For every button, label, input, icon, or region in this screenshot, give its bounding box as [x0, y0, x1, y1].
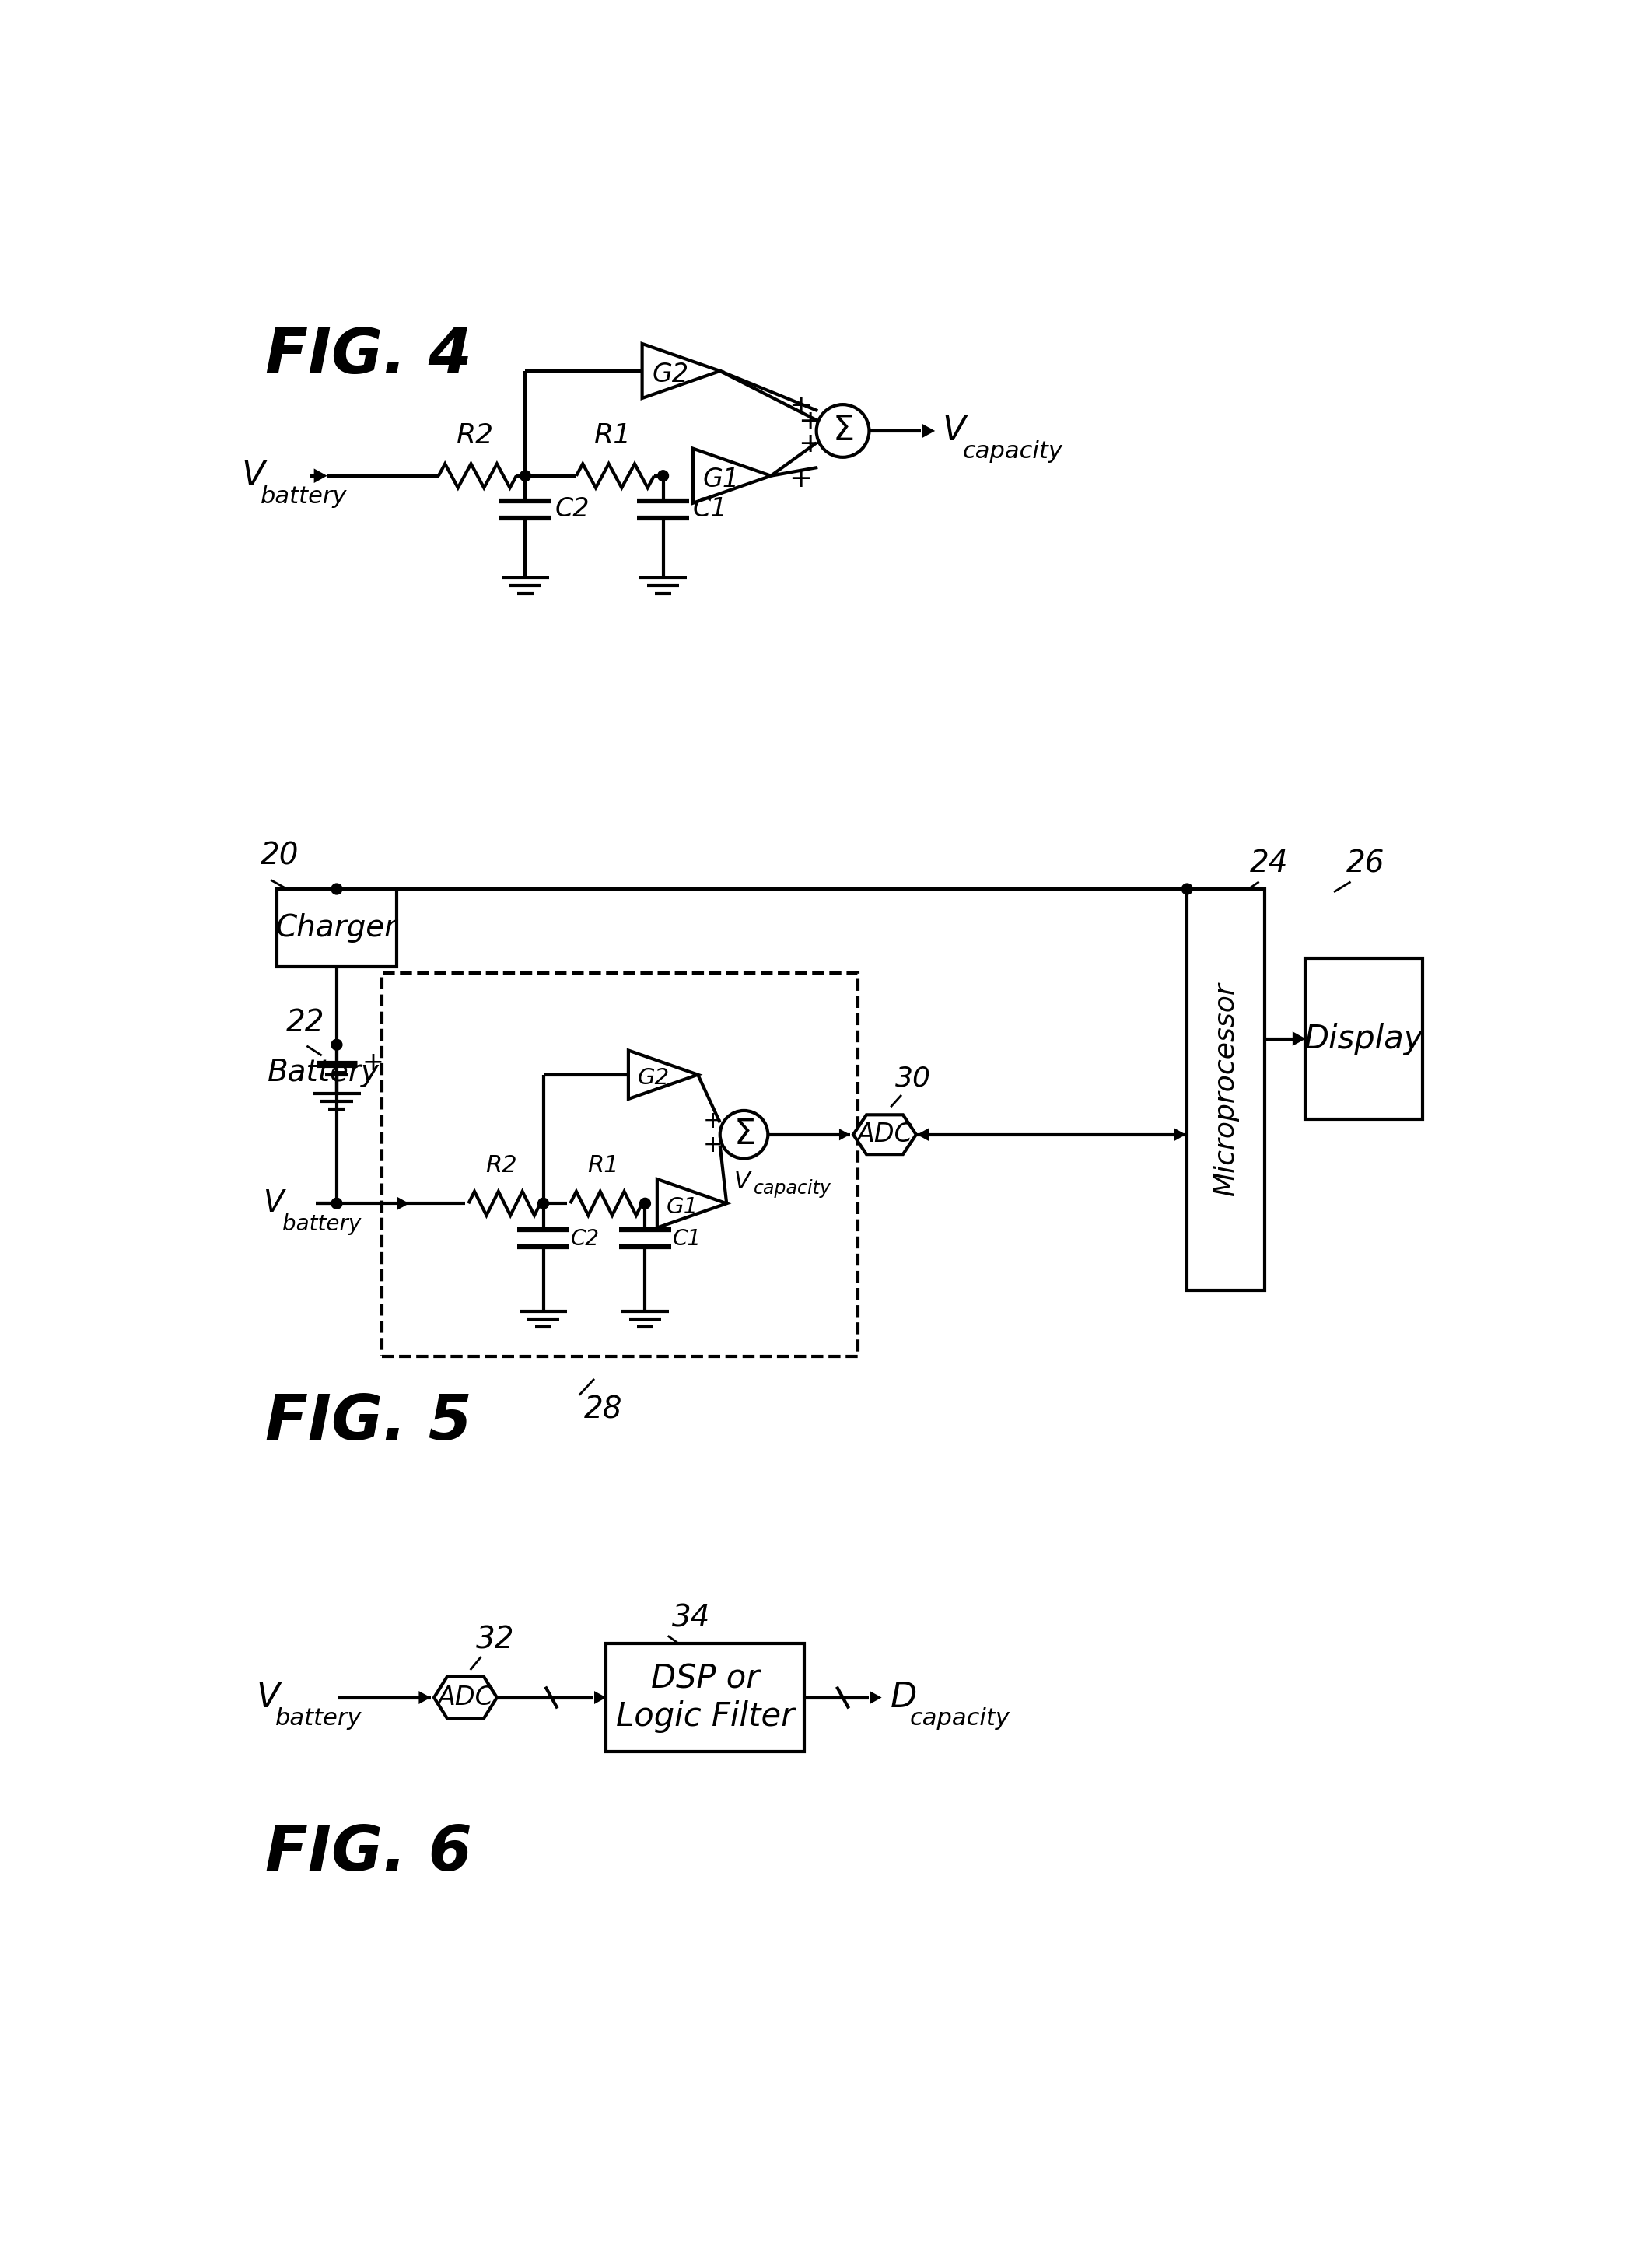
Polygon shape: [1174, 1127, 1186, 1141]
Circle shape: [1182, 885, 1192, 894]
Text: $V$: $V$: [734, 1170, 752, 1193]
Polygon shape: [1292, 1032, 1306, 1046]
Text: $V$: $V$: [263, 1188, 287, 1218]
Text: 24: 24: [1249, 848, 1288, 878]
Text: R1: R1: [594, 422, 631, 449]
Text: 30: 30: [895, 1066, 931, 1091]
Circle shape: [817, 404, 869, 458]
Polygon shape: [869, 1692, 882, 1703]
Text: +: +: [798, 408, 822, 435]
Text: C1: C1: [693, 497, 727, 522]
Text: ADC: ADC: [856, 1123, 913, 1148]
Polygon shape: [313, 469, 328, 483]
Polygon shape: [853, 1116, 917, 1154]
Text: 28: 28: [584, 1395, 623, 1424]
Polygon shape: [922, 424, 935, 438]
Polygon shape: [840, 1129, 850, 1141]
Bar: [1187, 889, 1266, 1290]
Bar: [607, 1644, 804, 1751]
Text: +: +: [703, 1134, 723, 1157]
Text: +: +: [789, 392, 812, 420]
Text: 34: 34: [672, 1603, 711, 1633]
Polygon shape: [693, 449, 771, 503]
Text: capacity: capacity: [910, 1708, 1010, 1730]
Text: FIG. 5: FIG. 5: [264, 1393, 471, 1454]
Circle shape: [639, 1198, 651, 1209]
Text: battery: battery: [261, 485, 347, 508]
Text: $V$: $V$: [256, 1681, 284, 1715]
Text: battery: battery: [282, 1213, 360, 1234]
Text: Microprocessor: Microprocessor: [1213, 982, 1240, 1198]
Text: 26: 26: [1346, 848, 1385, 878]
Text: +: +: [362, 1050, 383, 1075]
Text: R2: R2: [455, 422, 493, 449]
Text: +: +: [798, 431, 822, 458]
Text: 32: 32: [476, 1624, 515, 1653]
Bar: [277, 889, 396, 966]
Text: DSP or
Logic Filter: DSP or Logic Filter: [617, 1662, 794, 1733]
Text: G1: G1: [667, 1195, 698, 1218]
Text: $V$: $V$: [241, 458, 267, 492]
Polygon shape: [434, 1676, 497, 1719]
Polygon shape: [594, 1692, 607, 1703]
Circle shape: [538, 1198, 548, 1209]
Text: Charger: Charger: [276, 914, 398, 943]
Text: +: +: [703, 1109, 723, 1132]
Text: +: +: [789, 467, 812, 492]
Text: $\Sigma$: $\Sigma$: [734, 1118, 755, 1152]
Text: C2: C2: [555, 497, 590, 522]
Polygon shape: [657, 1179, 726, 1227]
Text: G2: G2: [638, 1068, 669, 1089]
Bar: [1305, 957, 1422, 1120]
Text: $\Sigma$: $\Sigma$: [832, 415, 853, 447]
Circle shape: [520, 469, 530, 481]
Text: FIG. 6: FIG. 6: [264, 1823, 471, 1885]
Text: Display: Display: [1305, 1023, 1424, 1055]
Polygon shape: [917, 1127, 930, 1141]
Polygon shape: [398, 1198, 409, 1211]
Text: $V$: $V$: [943, 415, 969, 447]
Text: ADC: ADC: [437, 1685, 494, 1710]
Text: 22: 22: [285, 1007, 325, 1036]
Bar: [382, 973, 858, 1356]
Text: R2: R2: [486, 1154, 517, 1177]
Text: G2: G2: [652, 361, 688, 388]
Text: 20: 20: [261, 841, 298, 871]
Polygon shape: [419, 1692, 431, 1703]
Polygon shape: [643, 345, 719, 399]
Text: G1: G1: [703, 467, 739, 492]
Circle shape: [331, 885, 343, 894]
Text: R1: R1: [587, 1154, 620, 1177]
Text: battery: battery: [276, 1708, 362, 1730]
Circle shape: [331, 1198, 343, 1209]
Circle shape: [719, 1111, 768, 1159]
Text: $D$: $D$: [891, 1681, 917, 1715]
Text: Battery: Battery: [267, 1057, 380, 1086]
Text: capacity: capacity: [962, 440, 1063, 463]
Text: FIG. 4: FIG. 4: [264, 327, 471, 388]
Circle shape: [657, 469, 669, 481]
Polygon shape: [628, 1050, 698, 1100]
Circle shape: [331, 1039, 343, 1050]
Text: capacity: capacity: [754, 1179, 832, 1198]
Text: C2: C2: [571, 1229, 600, 1250]
Text: C1: C1: [672, 1229, 701, 1250]
